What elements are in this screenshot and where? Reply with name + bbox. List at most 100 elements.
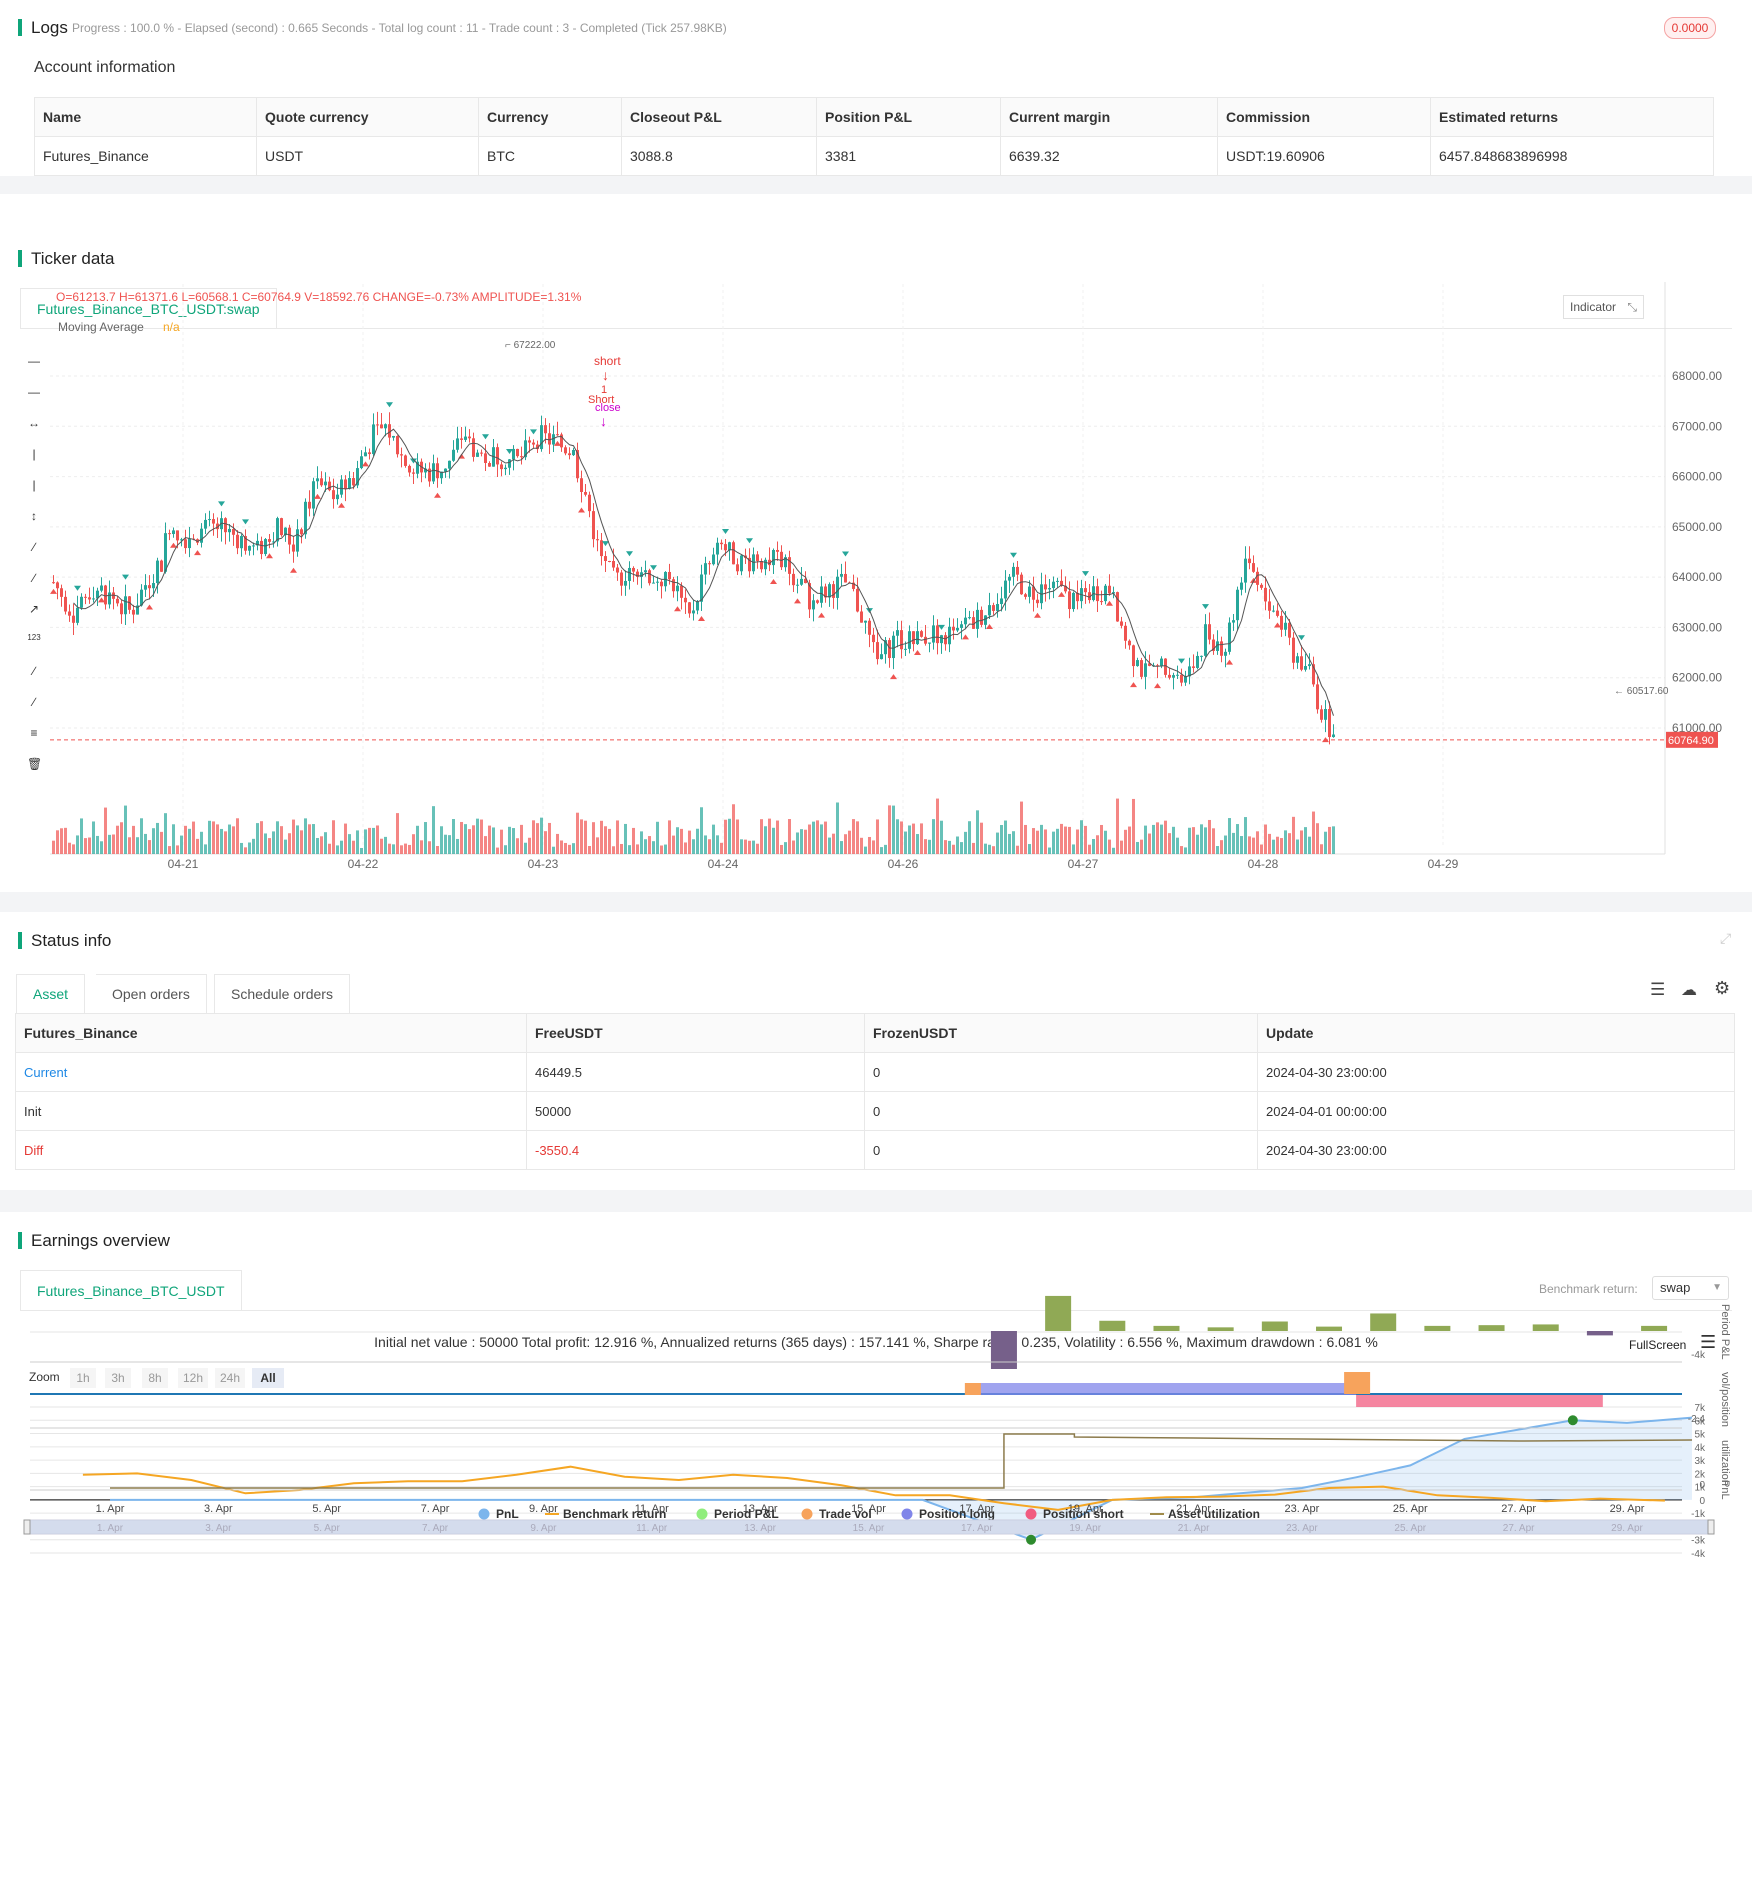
volume-bar	[1116, 798, 1119, 854]
extended-line-icon[interactable]: ↔	[28, 416, 40, 430]
arrow-line-icon[interactable]: ↗	[28, 602, 40, 616]
price-label-icon[interactable]: 123	[27, 633, 41, 642]
signal-marker	[1082, 571, 1089, 577]
tab-asset[interactable]: Asset	[16, 974, 86, 1013]
status-title: Status info	[31, 931, 112, 950]
volume-bar	[1280, 838, 1283, 854]
horizontal-ray-icon[interactable]: —	[28, 385, 40, 399]
zoom-3h-button[interactable]: 3h	[105, 1368, 131, 1388]
close-arrow: ↓	[600, 413, 607, 429]
volume-bar	[708, 839, 711, 854]
volume-bar	[668, 820, 671, 854]
vertical-segment-icon[interactable]: |	[32, 478, 36, 492]
candle-body	[568, 453, 571, 456]
pitchfork-icon[interactable]: ∕	[32, 695, 35, 709]
expand-icon[interactable]: ⤡	[1627, 300, 1637, 314]
period-pnl-bar	[1207, 1327, 1234, 1331]
tab-schedule-orders[interactable]: Schedule orders	[214, 974, 350, 1013]
volume-bar	[644, 839, 647, 854]
parallel-channel-icon[interactable]: ∕	[32, 664, 35, 678]
volume-bar	[308, 824, 311, 854]
candle-body	[1264, 587, 1267, 602]
candle-body	[712, 554, 715, 565]
candle-body	[1028, 586, 1031, 597]
settings-icon[interactable]: ⚙	[1714, 978, 1731, 998]
vertical-line-icon[interactable]: |	[32, 447, 36, 461]
volume-bar	[1204, 827, 1207, 854]
period-pnl-bar	[1045, 1295, 1072, 1331]
price-tick-label: 66000.00	[1672, 470, 1722, 484]
volume-bar	[1244, 817, 1247, 854]
volume-bar	[436, 845, 439, 854]
x-tick-label: 19. Apr	[1068, 1503, 1103, 1515]
earnings-tab[interactable]: Futures_Binance_BTC_USDT	[20, 1270, 242, 1311]
trash-icon[interactable]: 🗑	[27, 757, 43, 771]
candle-body	[856, 588, 859, 612]
table-cell: 6457.848683896998	[1430, 136, 1714, 176]
indicator-button[interactable]: Indicator ⤡	[1563, 295, 1644, 319]
volume-bar	[508, 826, 511, 854]
zoom-1h-button[interactable]: 1h	[70, 1368, 96, 1388]
vertical-arrow-icon[interactable]: ↕	[31, 509, 37, 523]
collapse-icon[interactable]: ⤢	[1720, 930, 1732, 946]
volume-bar	[648, 836, 651, 854]
volume-bar	[1248, 836, 1251, 854]
fibonacci-icon[interactable]: ≡	[30, 726, 38, 740]
candle-body	[908, 631, 911, 649]
candle-body	[560, 434, 563, 448]
candle-body	[804, 578, 807, 584]
x-tick-label: 3. Apr	[204, 1503, 233, 1515]
candle-body	[884, 640, 887, 655]
candle-body	[768, 559, 771, 566]
volume-bar	[1208, 819, 1211, 854]
zoom-all-button[interactable]: All	[252, 1368, 284, 1388]
volume-bar	[968, 821, 971, 854]
candle-body	[1172, 675, 1175, 678]
candlestick-chart[interactable]: 68000.00 67000.00 66000.00 65000.00 64000.00…	[0, 194, 1752, 892]
candle-body	[904, 648, 907, 650]
signal-marker	[674, 606, 681, 612]
indicator-label: Indicator	[1570, 300, 1617, 314]
volume-bar	[428, 841, 431, 854]
zoom-8h-button[interactable]: 8h	[142, 1368, 168, 1388]
volume-bar	[616, 820, 619, 854]
horizontal-line-icon[interactable]: —	[28, 354, 40, 368]
volume-bar	[1228, 818, 1231, 854]
cloud-download-icon[interactable]: ☁	[1681, 982, 1697, 999]
signal-marker	[650, 565, 657, 571]
ray-line-icon[interactable]: ∕	[32, 571, 35, 585]
volume-bar	[1104, 830, 1107, 854]
signal-marker	[242, 519, 249, 525]
candle-body	[52, 582, 55, 584]
table-header-row: Futures_Binance FreeUSDT FrozenUSDT Upda…	[15, 1013, 1735, 1053]
volume-bar	[1124, 829, 1127, 854]
list-icon[interactable]: ☰	[1650, 980, 1666, 999]
zoom-12h-button[interactable]: 12h	[178, 1368, 208, 1388]
zoom-24h-button[interactable]: 24h	[215, 1368, 245, 1388]
candle-body	[428, 468, 431, 482]
volume-bar	[952, 844, 955, 854]
benchmark-select[interactable]: swap ▼	[1652, 1276, 1729, 1300]
position-short-bar	[1356, 1395, 1603, 1407]
volume-bar	[828, 837, 831, 854]
candle-body	[328, 481, 331, 491]
trend-line-icon[interactable]: ∕	[32, 540, 35, 554]
volume-bar	[560, 840, 563, 854]
menu-icon[interactable]: ☰	[1700, 1332, 1717, 1352]
candle-body	[840, 573, 843, 577]
volume-bar	[248, 842, 251, 854]
candle-body	[1124, 625, 1127, 641]
table-cell: Init	[15, 1091, 527, 1131]
candle-body	[636, 571, 639, 577]
ticker-tab[interactable]: Futures_Binance_BTC_USDT:swap	[20, 288, 277, 329]
logs-badge[interactable]: 0.0000	[1664, 17, 1716, 39]
candle-body	[512, 448, 515, 460]
fullscreen-button[interactable]: FullScreen	[1629, 1338, 1687, 1352]
table-row: Init 50000 0 2024-04-01 00:00:00	[15, 1091, 1735, 1131]
volume-bar	[444, 834, 447, 854]
signal-marker	[626, 551, 633, 557]
candle-body	[816, 600, 819, 603]
volume-bar	[988, 844, 991, 854]
tab-open-orders[interactable]: Open orders	[96, 974, 207, 1013]
